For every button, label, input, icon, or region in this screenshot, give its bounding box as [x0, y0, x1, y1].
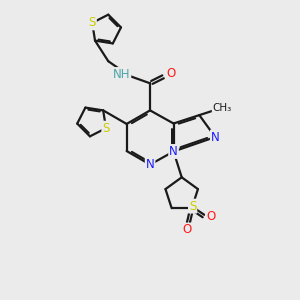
Text: O: O [206, 210, 215, 223]
Text: NH: NH [113, 68, 130, 81]
Text: N: N [146, 158, 154, 171]
Text: N: N [169, 145, 178, 158]
Text: S: S [88, 16, 96, 29]
Text: S: S [102, 122, 110, 135]
Text: CH₃: CH₃ [213, 103, 232, 113]
Text: O: O [167, 67, 176, 80]
Text: S: S [189, 200, 196, 213]
Text: N: N [211, 130, 220, 143]
Text: O: O [182, 224, 191, 236]
